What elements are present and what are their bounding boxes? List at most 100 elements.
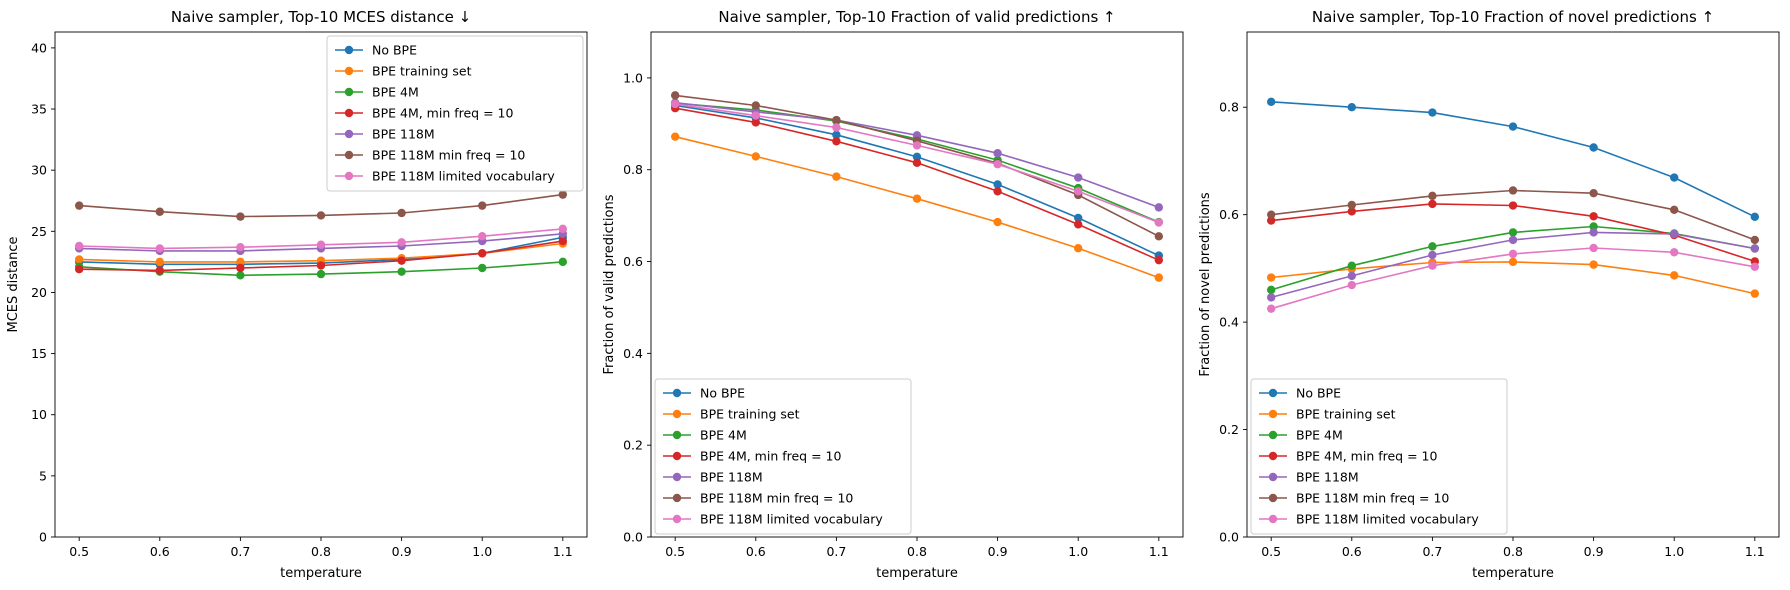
y-axis-label: MCES distance	[6, 237, 21, 333]
legend-label: BPE training set	[372, 64, 472, 79]
data-point	[1428, 242, 1437, 251]
data-point	[751, 152, 760, 161]
data-point	[1074, 244, 1083, 253]
x-tick-label: 1.1	[553, 544, 573, 559]
legend-marker	[672, 472, 682, 482]
legend-label: BPE 4M	[372, 85, 419, 100]
data-point	[397, 256, 406, 265]
legend-box	[326, 35, 584, 192]
legend-label: No BPE	[1296, 386, 1341, 401]
data-point	[236, 243, 245, 252]
x-axis-label: temperature	[1472, 566, 1554, 581]
x-tick-label: 0.5	[665, 544, 685, 559]
data-point	[1750, 235, 1760, 245]
data-point	[912, 141, 922, 150]
legend-item: BPE 118M min freq = 10	[663, 491, 853, 506]
data-point	[1428, 108, 1437, 117]
y-tick-label: 40	[31, 40, 47, 55]
data-point	[1589, 222, 1598, 231]
y-axis-label: Fraction of valid predictions	[602, 194, 617, 374]
legend-item: BPE 118M limited vocabulary	[663, 512, 883, 527]
x-tick-label: 1.1	[1745, 544, 1765, 559]
data-point	[1508, 201, 1518, 210]
legend-item: No BPE	[335, 43, 417, 58]
legend-marker	[1268, 430, 1278, 440]
data-point	[558, 257, 568, 267]
legend-item: BPE 118M limited vocabulary	[1259, 512, 1479, 527]
legend-marker	[1268, 451, 1278, 461]
legend-item: BPE 4M, min freq = 10	[335, 106, 513, 121]
data-point	[155, 244, 164, 253]
data-point	[1347, 261, 1356, 270]
y-tick-label: 0.2	[623, 438, 643, 453]
legend-label: BPE training set	[700, 407, 800, 422]
data-point	[478, 249, 487, 258]
chart-title: Naive sampler, Top-10 Fraction of valid …	[718, 8, 1115, 26]
x-tick-label: 0.5	[69, 544, 89, 559]
data-point	[1347, 200, 1356, 210]
y-tick-label: 0.6	[623, 254, 643, 269]
chart-panel-3: 0.5 0.6 0.7 0.8 0.9 1.0 1.1 0.0 0.2 0.4 0.6 0.8 Naiv…	[1198, 8, 1780, 581]
legend-label: BPE 4M	[1296, 428, 1343, 443]
legend-marker	[344, 108, 354, 118]
data-point	[1508, 249, 1518, 259]
data-point	[993, 187, 1002, 196]
data-point	[1074, 220, 1083, 229]
y-tick-label: 0.2	[1219, 422, 1239, 437]
data-point	[1750, 244, 1760, 253]
legend-label: BPE 4M, min freq = 10	[372, 106, 513, 121]
data-point	[1154, 255, 1164, 265]
legend-marker	[344, 171, 354, 181]
data-point	[1508, 122, 1518, 131]
legend: No BPE BPE training set BPE 4M BPE 4M, min …	[326, 35, 584, 192]
data-point	[1750, 262, 1760, 271]
y-tick-label: 20	[31, 285, 47, 300]
y-tick-label: 0.4	[623, 346, 643, 361]
legend-marker	[344, 45, 354, 55]
data-point	[1074, 213, 1083, 223]
y-tick-label: 10	[31, 407, 47, 422]
data-point	[1589, 228, 1598, 237]
data-point	[316, 261, 326, 270]
data-point	[1750, 289, 1760, 298]
legend-label: BPE 118M min freq = 10	[1296, 491, 1449, 506]
x-tick-label: 0.5	[1261, 544, 1281, 559]
data-point	[1266, 285, 1276, 295]
data-point	[397, 208, 406, 218]
data-point	[1266, 97, 1276, 107]
data-point	[832, 130, 841, 140]
y-tick-label: 0	[39, 530, 47, 545]
legend-marker	[672, 451, 682, 461]
x-tick-label: 0.9	[392, 544, 412, 559]
legend-item: BPE 118M	[663, 470, 763, 485]
x-axis-label: temperature	[876, 566, 958, 581]
data-point	[1589, 143, 1598, 152]
legend-label: BPE 118M limited vocabulary	[1296, 512, 1479, 527]
data-point	[1428, 191, 1437, 201]
x-tick-label: 0.8	[907, 544, 927, 559]
data-point	[1347, 103, 1356, 112]
data-point	[478, 232, 487, 241]
legend-label: No BPE	[700, 386, 745, 401]
legend-marker	[672, 388, 682, 398]
legend-item: BPE 118M	[335, 127, 435, 142]
data-point	[558, 190, 568, 199]
data-point	[1589, 188, 1598, 198]
data-point	[1589, 260, 1598, 269]
data-point	[670, 99, 680, 109]
data-point	[1074, 173, 1083, 182]
data-point	[478, 263, 487, 273]
legend-item: BPE 4M, min freq = 10	[1259, 449, 1437, 464]
x-tick-label: 0.6	[746, 544, 766, 559]
data-point	[1508, 257, 1518, 267]
x-tick-label: 1.0	[1664, 544, 1684, 559]
legend-item: BPE 118M	[1259, 470, 1359, 485]
legend-box	[1250, 378, 1508, 535]
data-point	[558, 224, 568, 234]
data-point	[1670, 248, 1679, 257]
x-tick-label: 1.1	[1149, 544, 1169, 559]
x-axis-label: temperature	[280, 566, 362, 581]
data-point	[993, 180, 1002, 189]
legend-item: BPE 4M, min freq = 10	[663, 449, 841, 464]
y-tick-label: 0.4	[1219, 315, 1239, 330]
